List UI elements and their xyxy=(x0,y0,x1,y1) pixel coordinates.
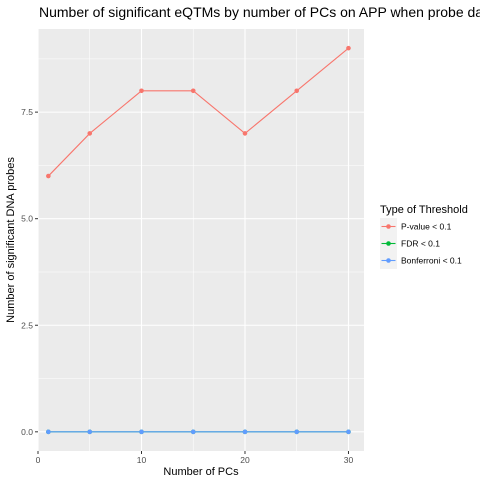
x-tick-label: 20 xyxy=(240,455,250,465)
data-point xyxy=(46,173,51,179)
x-tick-label: 30 xyxy=(344,455,354,465)
chart-title: Number of significant eQTMs by number of… xyxy=(39,4,480,20)
y-tick-label: 2.5 xyxy=(21,320,33,330)
y-tick-label: 0.0 xyxy=(21,427,33,437)
data-point xyxy=(139,429,144,435)
series-p-value-0-1 xyxy=(46,45,351,179)
legend: Type of Threshold P-value < 0.1 FDR < 0.1… xyxy=(380,204,468,269)
legend-items: P-value < 0.1 FDR < 0.1 Bonferroni < 0.1 xyxy=(380,218,462,269)
x-tick-label: 0 xyxy=(36,455,41,465)
legend-key-point xyxy=(386,241,391,246)
data-point xyxy=(242,429,248,435)
data-point xyxy=(46,429,51,435)
data-point xyxy=(346,429,351,435)
y-tick-label: 7.5 xyxy=(21,107,33,117)
y-axis-title: Number of significant DNA probes xyxy=(5,157,17,323)
data-point xyxy=(294,88,300,94)
minor-gridlines xyxy=(38,29,364,451)
data-point xyxy=(294,429,300,435)
legend-item-fdr-0-1: FDR < 0.1 xyxy=(380,235,440,252)
legend-title: Type of Threshold xyxy=(380,204,468,216)
data-point xyxy=(242,131,248,136)
data-point xyxy=(87,131,93,136)
y-axis-tick-labels: 0.0 2.5 5.0 7.5 xyxy=(21,107,33,437)
legend-label: FDR < 0.1 xyxy=(401,239,440,249)
data-point xyxy=(87,429,93,435)
series-bonferroni-0-1 xyxy=(46,429,351,435)
plot-panel xyxy=(38,29,364,451)
y-tick-label: 5.0 xyxy=(21,214,33,224)
legend-key-point xyxy=(386,224,391,229)
series-layer xyxy=(46,45,351,435)
legend-key-point xyxy=(386,258,391,263)
data-point xyxy=(190,429,196,435)
x-axis-tick-labels: 0 10 20 30 xyxy=(36,455,354,465)
legend-item-p-value-0-1: P-value < 0.1 xyxy=(380,218,452,235)
x-axis-title: Number of PCs xyxy=(163,466,239,478)
axis-ticks xyxy=(35,111,349,454)
legend-item-bonferroni-0-1: Bonferroni < 0.1 xyxy=(380,252,462,269)
legend-label: Bonferroni < 0.1 xyxy=(401,256,462,266)
data-point xyxy=(139,88,144,94)
x-tick-label: 10 xyxy=(137,455,147,465)
legend-label: P-value < 0.1 xyxy=(401,222,452,232)
data-point xyxy=(346,45,351,51)
data-point xyxy=(190,88,196,94)
